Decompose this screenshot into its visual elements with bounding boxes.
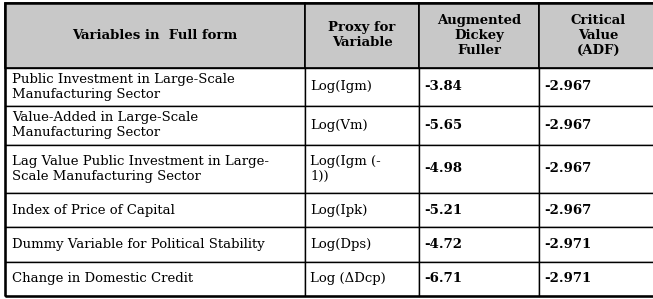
Bar xyxy=(305,106,419,145)
Text: Log(Igm): Log(Igm) xyxy=(310,80,372,94)
Text: -6.71: -6.71 xyxy=(424,272,462,285)
Text: -2.967: -2.967 xyxy=(544,162,591,176)
Text: Variables in  Full form: Variables in Full form xyxy=(72,29,238,42)
Bar xyxy=(305,145,419,193)
Text: Index of Price of Capital: Index of Price of Capital xyxy=(12,204,174,217)
Text: -5.65: -5.65 xyxy=(424,119,462,132)
Text: Proxy for
Variable: Proxy for Variable xyxy=(328,21,396,49)
Text: Critical
Value
(ADF): Critical Value (ADF) xyxy=(571,14,626,57)
Text: -2.967: -2.967 xyxy=(544,119,591,132)
Text: -2.967: -2.967 xyxy=(544,204,591,217)
Text: Augmented
Dickey
Fuller: Augmented Dickey Fuller xyxy=(437,14,521,57)
Bar xyxy=(539,228,653,262)
Bar xyxy=(5,228,305,262)
Text: Log(Vm): Log(Vm) xyxy=(310,119,368,132)
Bar xyxy=(419,106,539,145)
Bar xyxy=(305,228,419,262)
Bar xyxy=(419,145,539,193)
Bar xyxy=(305,68,419,106)
Bar xyxy=(5,262,305,296)
Text: Log(Igm (-
1)): Log(Igm (- 1)) xyxy=(310,155,381,183)
Bar xyxy=(5,68,305,106)
Text: Log (ΔDcp): Log (ΔDcp) xyxy=(310,272,386,285)
Bar xyxy=(419,68,539,106)
Bar xyxy=(5,145,305,193)
Bar xyxy=(305,3,419,68)
Text: Value-Added in Large-Scale
Manufacturing Sector: Value-Added in Large-Scale Manufacturing… xyxy=(12,112,198,140)
Text: -2.971: -2.971 xyxy=(544,272,591,285)
Bar xyxy=(539,262,653,296)
Bar xyxy=(419,228,539,262)
Bar xyxy=(419,3,539,68)
Text: -3.84: -3.84 xyxy=(424,80,462,94)
Text: Log(Dps): Log(Dps) xyxy=(310,238,372,251)
Text: Dummy Variable for Political Stability: Dummy Variable for Political Stability xyxy=(12,238,264,251)
Text: -4.72: -4.72 xyxy=(424,238,462,251)
Bar xyxy=(5,106,305,145)
Text: Public Investment in Large-Scale
Manufacturing Sector: Public Investment in Large-Scale Manufac… xyxy=(12,73,234,101)
Bar xyxy=(539,193,653,228)
Bar xyxy=(305,193,419,228)
Bar xyxy=(539,68,653,106)
Bar xyxy=(539,3,653,68)
Bar xyxy=(539,106,653,145)
Text: Log(Ipk): Log(Ipk) xyxy=(310,204,368,217)
Text: Change in Domestic Credit: Change in Domestic Credit xyxy=(12,272,193,285)
Text: Lag Value Public Investment in Large-
Scale Manufacturing Sector: Lag Value Public Investment in Large- Sc… xyxy=(12,155,269,183)
Bar xyxy=(305,262,419,296)
Text: -5.21: -5.21 xyxy=(424,204,462,217)
Bar xyxy=(419,262,539,296)
Bar xyxy=(419,193,539,228)
Text: -2.971: -2.971 xyxy=(544,238,591,251)
Bar xyxy=(5,3,305,68)
Bar xyxy=(539,145,653,193)
Text: -4.98: -4.98 xyxy=(424,162,462,176)
Text: -2.967: -2.967 xyxy=(544,80,591,94)
Bar xyxy=(5,193,305,228)
